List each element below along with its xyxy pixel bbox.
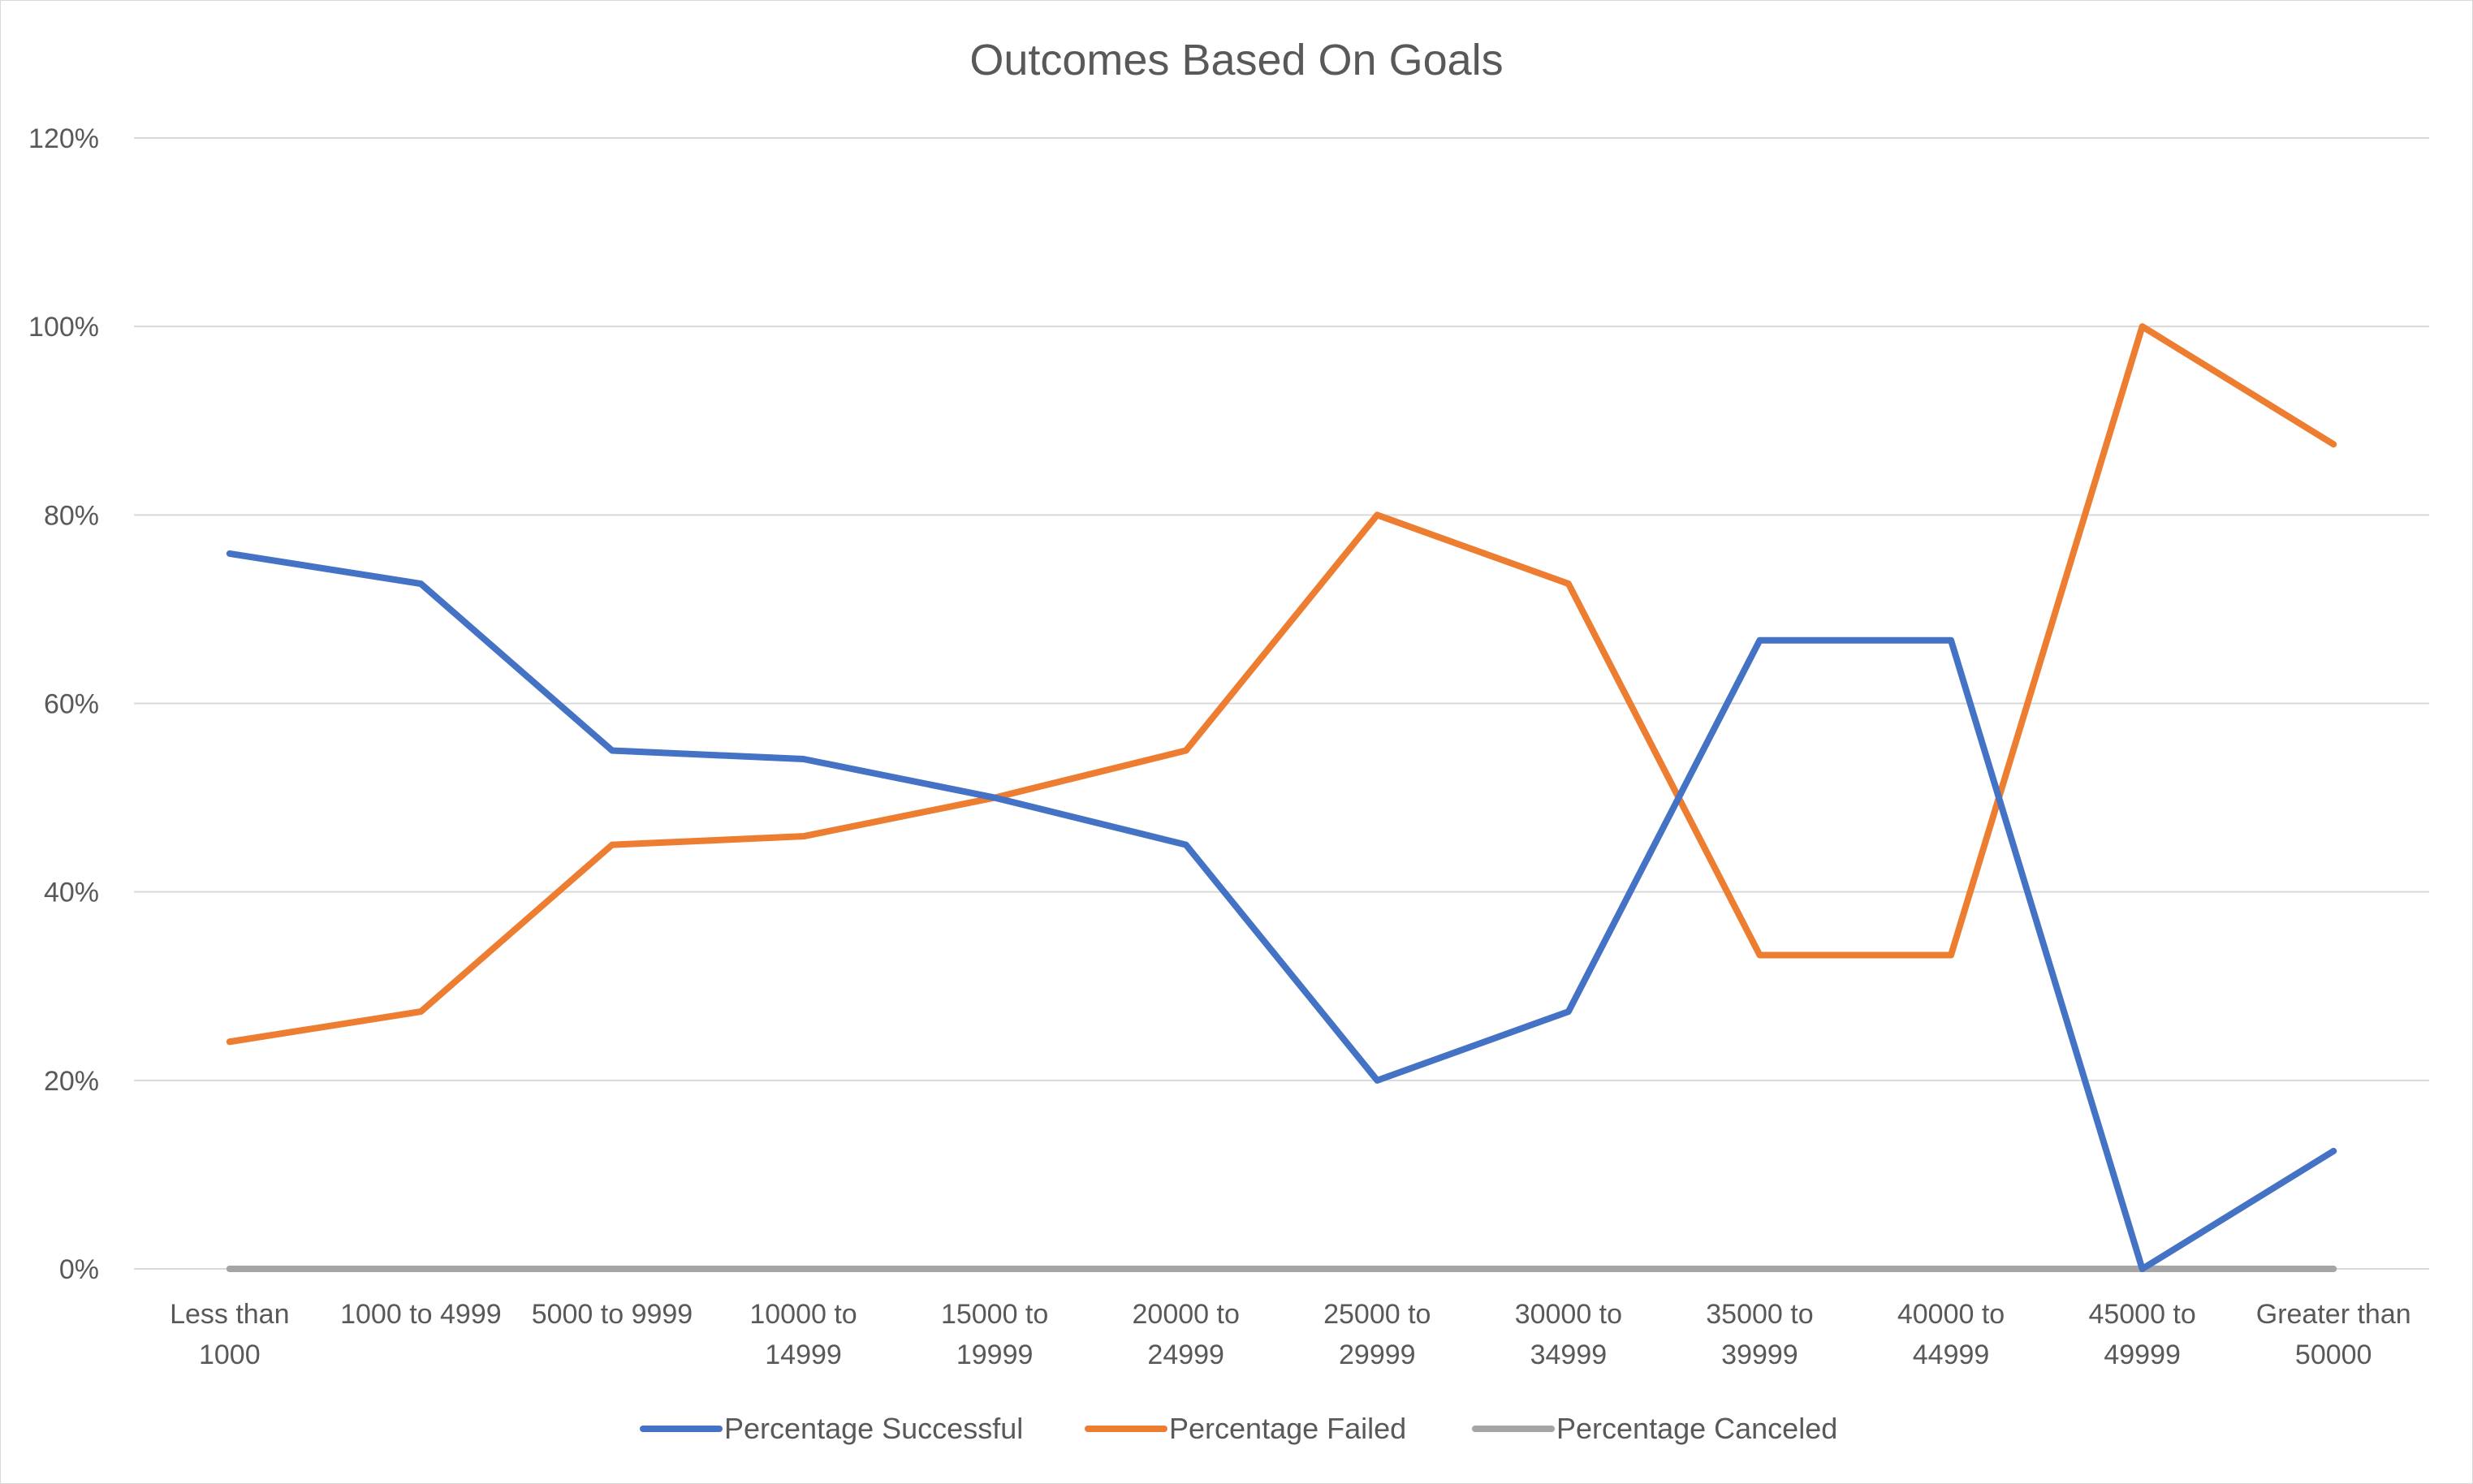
x-tick-label: Less than 1000 <box>170 1299 289 1370</box>
y-axis-ticks: 0% 20% 40% 60% 80% 100% 120% <box>28 123 99 1285</box>
x-tick-label: 20000 to 24999 <box>1133 1299 1240 1370</box>
y-tick-label: 60% <box>44 689 99 720</box>
x-tick-label: 45000 to 49999 <box>2088 1299 2195 1370</box>
legend-label: Percentage Successful <box>724 1412 1023 1445</box>
series-lines <box>226 323 2337 1272</box>
x-tick-label: 5000 to 9999 <box>532 1299 693 1330</box>
legend-label: Percentage Canceled <box>1556 1412 1837 1445</box>
x-tick-label: 35000 to 39999 <box>1706 1299 1813 1370</box>
x-axis-ticks: Less than 1000 1000 to 4999 5000 to 9999 100… <box>170 1299 2411 1370</box>
y-tick-label: 0% <box>59 1254 99 1285</box>
x-tick-label: Greater than 50000 <box>2256 1299 2411 1370</box>
x-tick-label: 30000 to 34999 <box>1515 1299 1622 1370</box>
y-tick-label: 20% <box>44 1066 99 1097</box>
y-tick-label: 40% <box>44 878 99 908</box>
series-line-percentage-successful <box>226 550 2337 1272</box>
x-tick-label: 10000 to 14999 <box>749 1299 857 1370</box>
gridlines <box>134 137 2429 1270</box>
series-line-percentage-failed <box>226 323 2337 1046</box>
y-tick-label: 120% <box>28 123 99 154</box>
x-tick-label: 1000 to 4999 <box>340 1299 502 1330</box>
x-tick-label: 25000 to 29999 <box>1323 1299 1431 1370</box>
y-tick-label: 80% <box>44 500 99 531</box>
y-tick-label: 100% <box>28 312 99 343</box>
legend: Percentage Successful Percentage Failed Pe… <box>640 1412 1837 1445</box>
x-tick-label: 15000 to 19999 <box>941 1299 1048 1370</box>
legend-label: Percentage Failed <box>1169 1412 1406 1445</box>
x-tick-label: 40000 to 44999 <box>1897 1299 2005 1370</box>
chart-title: Outcomes Based On Goals <box>969 36 1503 84</box>
